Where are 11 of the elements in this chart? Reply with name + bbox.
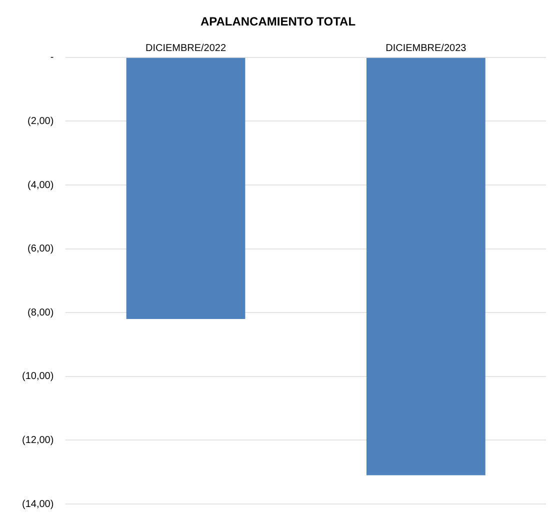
y-tick-label: (14,00)	[22, 498, 54, 510]
x-tick-label: DICIEMBRE/2023	[386, 43, 467, 54]
y-tick-label: (2,00)	[28, 116, 54, 127]
y-tick-label: (6,00)	[28, 244, 54, 255]
x-tick-label: DICIEMBRE/2022	[145, 43, 226, 54]
y-tick-label: -	[50, 52, 54, 64]
y-tick-label: (10,00)	[22, 371, 54, 382]
chart-title: APALANCAMIENTO TOTAL	[200, 14, 356, 29]
y-tick-label: (12,00)	[22, 434, 54, 446]
y-tick-label: (8,00)	[28, 307, 54, 318]
y-tick-label: (4,00)	[28, 180, 54, 191]
